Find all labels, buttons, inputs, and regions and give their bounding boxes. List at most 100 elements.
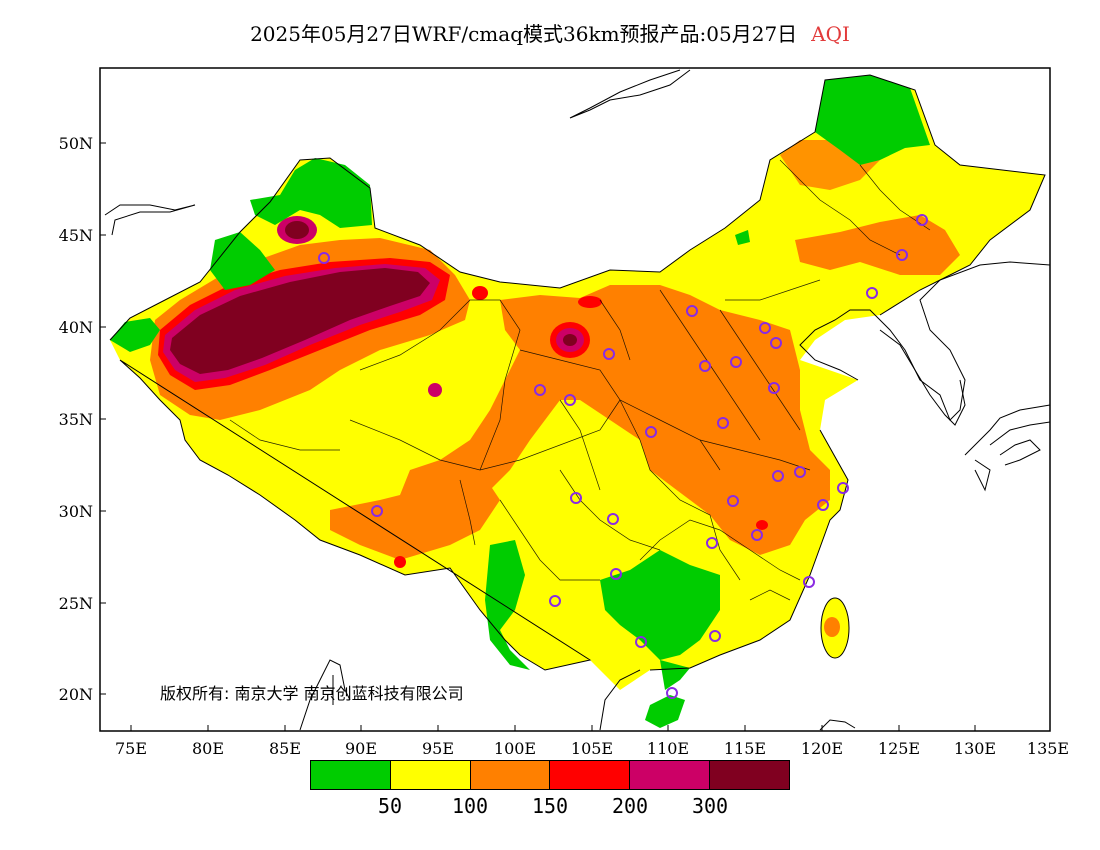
x-tick-label: 125E	[878, 739, 920, 758]
city-marker	[564, 394, 576, 406]
city-marker	[607, 513, 619, 525]
city-marker	[534, 384, 546, 396]
city-marker	[730, 356, 742, 368]
maroon-spot-urumqi	[285, 221, 309, 239]
city-marker	[645, 426, 657, 438]
city-marker	[717, 417, 729, 429]
taiwan-orange	[824, 617, 840, 637]
coastline-southeast-asia	[299, 659, 856, 731]
red-spot-dunhuang	[472, 286, 488, 300]
title-text: 2025年05月27日WRF/cmaq模式36km预报产品:05月27日	[250, 22, 798, 46]
city-marker	[817, 499, 829, 511]
x-tick-label: 120E	[801, 739, 843, 758]
red-spot-north	[578, 296, 602, 308]
city-marker	[770, 337, 782, 349]
orange-region-northeast	[795, 215, 960, 275]
legend-swatch-orange	[470, 761, 551, 789]
province-borders	[229, 159, 931, 601]
city-marker	[666, 687, 678, 699]
x-tick-label: 80E	[192, 739, 224, 758]
green-region-guangxi	[600, 550, 720, 660]
legend-label: 150	[531, 794, 569, 818]
legend-label: 100	[451, 794, 489, 818]
city-marker	[570, 492, 582, 504]
city-marker	[803, 576, 815, 588]
red-spot-tibet	[394, 556, 406, 568]
city-marker	[706, 537, 718, 549]
city-marker	[635, 636, 647, 648]
city-marker	[318, 252, 330, 264]
legend-label: 50	[377, 794, 403, 818]
maroon-region-tarim	[170, 268, 430, 374]
x-tick-label: 95E	[422, 739, 454, 758]
legend-swatch-yellow	[390, 761, 471, 789]
x-tick-label: 130E	[954, 739, 996, 758]
coastline-sakhalin	[569, 69, 691, 119]
city-marker	[610, 568, 622, 580]
x-tick-labels: 75E 80E 85E 90E 95E 100E 105E 110E 115E …	[115, 739, 1069, 758]
orange-region-tibet	[330, 470, 500, 560]
y-tick-labels: 20N 25N 30N 35N 40N 45N 50N	[59, 134, 93, 704]
green-region-altai	[210, 232, 275, 290]
city-marker	[709, 630, 721, 642]
coastline-east	[799, 261, 1051, 421]
green-region-hainan	[645, 695, 685, 728]
x-tick-label: 105E	[571, 739, 613, 758]
legend-labels: 50 100 150 200 300	[0, 794, 1100, 818]
city-marker	[768, 382, 780, 394]
red-spot-wuhan	[756, 520, 768, 530]
city-marker	[603, 348, 615, 360]
city-markers	[318, 214, 928, 699]
copyright-text: 版权所有: 南京大学 南京创蓝科技有限公司	[160, 684, 464, 703]
color-legend	[310, 760, 790, 790]
city-marker	[772, 470, 784, 482]
x-tick-label: 135E	[1027, 739, 1069, 758]
x-tick-label: 90E	[345, 739, 377, 758]
legend-swatch-red	[550, 761, 631, 789]
x-tick-label: 115E	[724, 739, 766, 758]
orange-region-central	[400, 285, 830, 555]
city-marker	[916, 214, 928, 226]
city-marker	[371, 505, 383, 517]
city-marker	[759, 322, 771, 334]
y-tick-label: 20N	[59, 685, 93, 704]
city-marker	[896, 249, 908, 261]
green-region-northwest	[250, 158, 372, 228]
y-tick-label: 30N	[59, 502, 93, 521]
city-marker	[699, 360, 711, 372]
city-marker	[866, 287, 878, 299]
city-marker	[837, 482, 849, 494]
maroon-spot-lanzhou	[563, 334, 577, 346]
y-tick-marks	[100, 142, 106, 695]
coastline-japan	[964, 404, 1051, 492]
y-tick-label: 40N	[59, 318, 93, 337]
y-tick-label: 35N	[59, 410, 93, 429]
y-tick-label: 25N	[59, 594, 93, 613]
legend-swatch-maroon	[710, 761, 789, 789]
china-border	[109, 74, 1046, 671]
legend-label: 200	[611, 794, 649, 818]
city-marker	[794, 466, 806, 478]
x-tick-label: 100E	[494, 739, 536, 758]
x-tick-label: 85E	[269, 739, 301, 758]
city-marker	[727, 495, 739, 507]
title-variable: AQI	[811, 22, 850, 46]
city-marker	[686, 305, 698, 317]
green-region-jilin-small	[735, 230, 750, 245]
y-tick-label: 50N	[59, 134, 93, 153]
y-tick-label: 45N	[59, 226, 93, 245]
green-region-south-coast	[660, 660, 690, 690]
coastline-kazakhstan	[104, 204, 196, 236]
x-tick-marks	[130, 725, 976, 731]
city-marker	[549, 595, 561, 607]
legend-label: 300	[691, 794, 729, 818]
x-tick-label: 110E	[647, 739, 689, 758]
coastline-korea	[879, 329, 966, 426]
green-region-northeast	[815, 75, 930, 165]
x-tick-label: 75E	[115, 739, 147, 758]
green-region-yunnan	[485, 540, 530, 670]
city-marker	[751, 529, 763, 541]
map-title: 2025年05月27日WRF/cmaq模式36km预报产品:05月27日 AQI	[0, 18, 1100, 47]
legend-swatch-magenta	[630, 761, 711, 789]
